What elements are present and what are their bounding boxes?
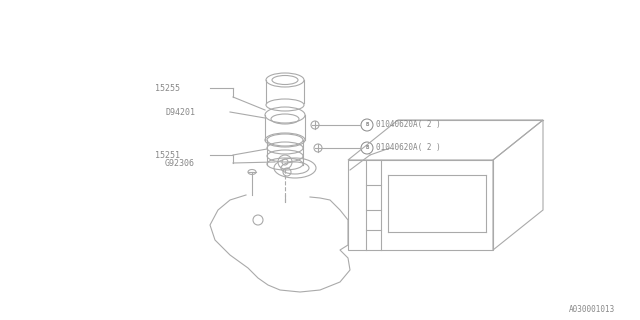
Text: 15255: 15255	[155, 84, 180, 92]
Text: 01040620A( 2 ): 01040620A( 2 )	[376, 119, 441, 129]
Text: G92306: G92306	[165, 158, 195, 167]
Text: A030001013: A030001013	[569, 306, 615, 315]
Text: B: B	[365, 122, 369, 126]
Text: 15251: 15251	[155, 150, 180, 159]
Text: 01040620A( 2 ): 01040620A( 2 )	[376, 142, 441, 151]
Text: B: B	[365, 145, 369, 149]
Text: D94201: D94201	[165, 108, 195, 116]
